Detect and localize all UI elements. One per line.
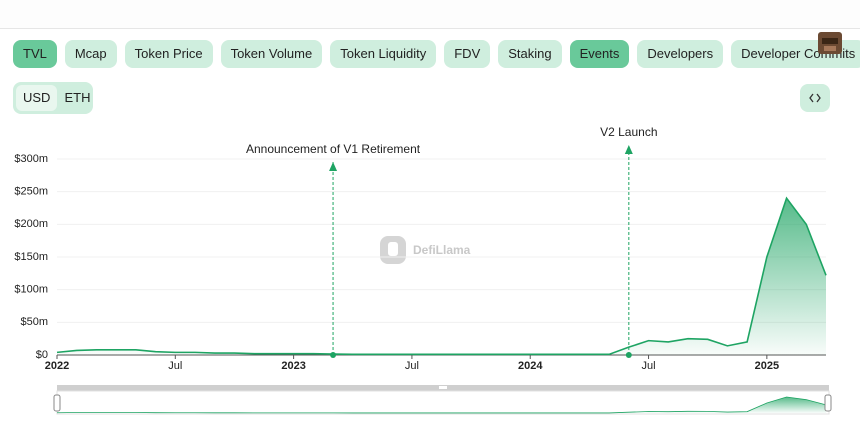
event-dot xyxy=(330,352,337,358)
area-fill xyxy=(57,397,826,413)
x-tick-label: 2025 xyxy=(755,360,779,372)
event-arrow xyxy=(329,162,338,171)
y-tick-label: $200m xyxy=(14,218,48,230)
embed-button[interactable] xyxy=(800,84,830,112)
y-tick-label: $250m xyxy=(14,186,48,198)
x-tick-label: Jul xyxy=(168,360,182,372)
tab-button[interactable]: Token Volume xyxy=(220,40,323,68)
tab-button[interactable]: Mcap xyxy=(64,40,117,68)
tab-button[interactable]: TVL xyxy=(13,40,57,68)
watermark-icon xyxy=(380,236,406,264)
tab-button[interactable]: Token Price xyxy=(124,40,213,68)
y-tick-label: $0 xyxy=(36,349,48,361)
watermark: DefiLlama xyxy=(413,243,471,257)
brush-handle xyxy=(824,394,832,412)
embed-icon xyxy=(809,93,821,103)
y-tick-label: $50m xyxy=(20,316,48,328)
tab-button[interactable]: Staking xyxy=(498,40,562,68)
tab-button[interactable]: USD xyxy=(16,85,58,111)
x-tick-label: 2024 xyxy=(518,360,543,372)
event-label: Announcement of V1 Retirement xyxy=(246,142,421,156)
event-label: V2 Launch xyxy=(600,125,657,139)
avatar[interactable] xyxy=(816,28,844,56)
brush-handle xyxy=(53,394,61,412)
brush-frame xyxy=(56,390,830,415)
tab-button[interactable]: ETH xyxy=(64,90,91,105)
area-fill xyxy=(57,198,826,355)
area-line xyxy=(56,396,827,414)
event-arrow xyxy=(624,145,633,154)
y-tick-label: $100m xyxy=(14,284,48,296)
tab-bar: TVL Mcap Token Price Token Volume Token Liqu… xyxy=(13,40,860,68)
x-tick-label: 2023 xyxy=(281,360,305,372)
x-tick-label: 2022 xyxy=(45,360,69,372)
event-dot xyxy=(625,352,632,358)
top-bar xyxy=(0,0,860,29)
tab-button[interactable]: Developers xyxy=(637,40,724,68)
area-line xyxy=(56,196,827,356)
y-tick-label: $300m xyxy=(14,153,48,165)
x-tick-label: Jul xyxy=(642,360,656,372)
currency-toggle: USD ETH xyxy=(13,82,93,114)
y-tick-label: $150m xyxy=(14,251,48,263)
x-tick-label: Jul xyxy=(405,360,419,372)
tab-button[interactable]: FDV xyxy=(444,40,491,68)
tab-button[interactable]: Events xyxy=(569,40,630,68)
tab-button[interactable]: Token Liquidity xyxy=(330,40,437,68)
brush-grip xyxy=(439,386,447,389)
